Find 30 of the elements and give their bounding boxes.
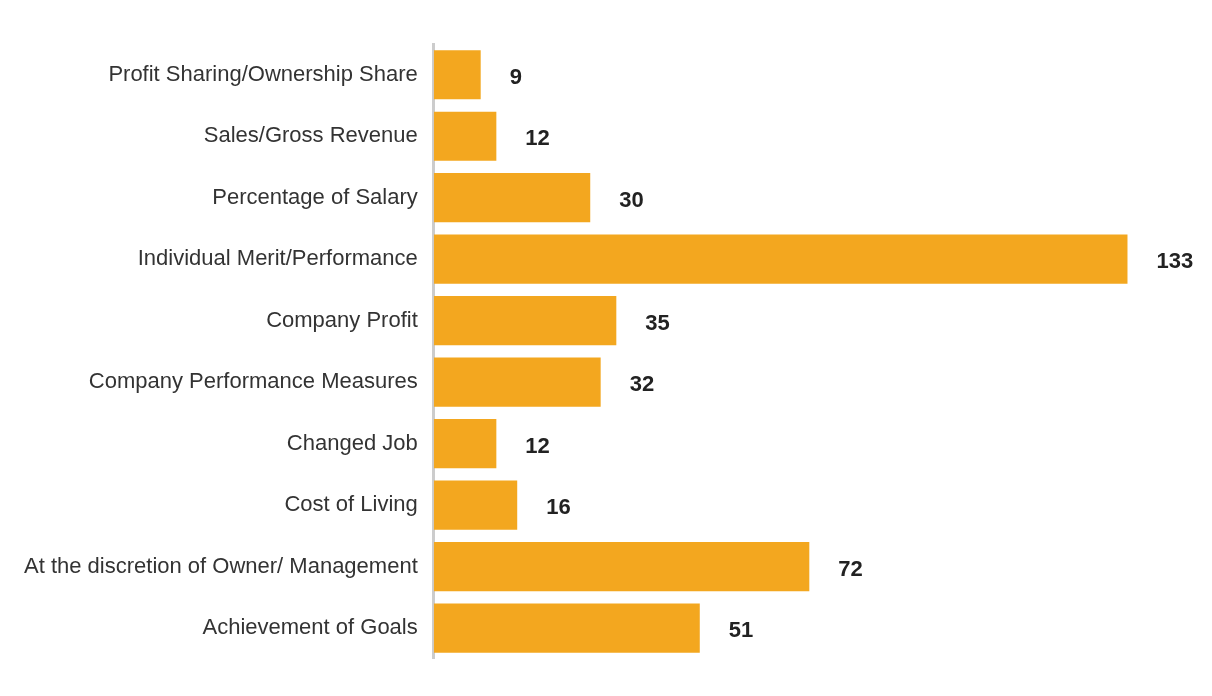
y-tick-label: At the discretion of Owner/ Management <box>23 552 418 578</box>
y-tick-label: Changed Job <box>286 429 418 455</box>
bar <box>433 419 497 469</box>
data-label: 35 <box>645 309 670 335</box>
data-label: 12 <box>525 125 550 151</box>
bar <box>433 50 481 100</box>
bar <box>433 234 1128 284</box>
bar <box>433 173 591 223</box>
bar <box>433 541 810 592</box>
bar <box>433 357 601 407</box>
data-label: 30 <box>619 186 644 212</box>
y-tick-label: Individual Merit/Performance <box>137 245 418 271</box>
data-label: 9 <box>509 63 522 89</box>
y-tick-label: Profit Sharing/Ownership Share <box>108 60 418 86</box>
data-label: 32 <box>629 371 655 397</box>
y-tick-label: Cost of Living <box>284 491 418 517</box>
y-tick-label: Percentage of Salary <box>212 183 418 209</box>
bar <box>433 296 617 346</box>
bar <box>433 111 497 161</box>
bar <box>433 603 700 653</box>
data-label: 51 <box>728 617 754 643</box>
bar <box>433 480 518 530</box>
data-label: 133 <box>1156 248 1194 274</box>
data-label: 72 <box>838 555 863 581</box>
y-tick-label: Company Profit <box>266 306 418 332</box>
data-label: 16 <box>546 494 571 520</box>
y-tick-label: Achievement of Goals <box>202 614 418 640</box>
y-tick-label: Sales/Gross Revenue <box>203 122 418 148</box>
y-tick-label: Company Performance Measures <box>88 368 418 394</box>
data-label: 12 <box>525 432 550 458</box>
